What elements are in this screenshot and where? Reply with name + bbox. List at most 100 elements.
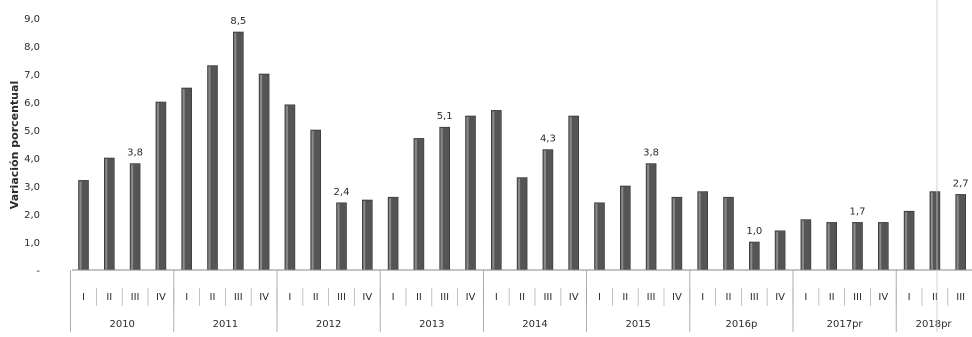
year-label: 2016p	[726, 319, 758, 330]
bar-highlight	[621, 187, 624, 270]
data-label: 5,1	[437, 111, 453, 122]
data-label: 2,7	[953, 178, 969, 189]
y-tick-label: 1,0	[24, 238, 40, 249]
y-tick-label: 5,0	[24, 126, 40, 137]
quarter-label: II	[210, 292, 216, 303]
y-tick-label: 9,0	[24, 14, 40, 25]
quarter-label: IV	[156, 292, 166, 303]
year-label: 2010	[109, 319, 134, 330]
bar-highlight	[182, 89, 185, 270]
data-label: 8,5	[230, 16, 246, 27]
quarter-label: III	[647, 292, 656, 303]
quarter-label: I	[804, 292, 807, 303]
bar-highlight	[569, 117, 572, 270]
quarter-label: IV	[362, 292, 372, 303]
quarter-label: IV	[569, 292, 579, 303]
data-label: 3,8	[127, 148, 143, 159]
data-label: 2,4	[334, 187, 350, 198]
year-label: 2012	[316, 319, 341, 330]
y-tick-label: -	[36, 266, 40, 277]
bar-highlight	[414, 139, 417, 270]
quarter-label: III	[750, 292, 759, 303]
quarter-label: III	[440, 292, 449, 303]
quarter-label: I	[185, 292, 188, 303]
bar-highlight	[492, 111, 495, 271]
quarter-label: III	[131, 292, 140, 303]
y-tick-label: 4,0	[24, 154, 40, 165]
quarter-label: III	[956, 292, 965, 303]
quarter-label: IV	[775, 292, 785, 303]
quarter-label: II	[932, 292, 938, 303]
quarter-label: III	[853, 292, 862, 303]
y-tick-label: 3,0	[24, 182, 40, 193]
quarter-label: III	[543, 292, 552, 303]
year-label: 2011	[213, 319, 238, 330]
quarter-label: III	[337, 292, 346, 303]
bar-highlight	[466, 117, 469, 270]
quarter-label: II	[106, 292, 112, 303]
quarter-label: I	[82, 292, 85, 303]
quarter-label: II	[416, 292, 422, 303]
bar-highlight	[930, 192, 933, 270]
quarter-label: I	[392, 292, 395, 303]
bar-highlight	[131, 164, 134, 270]
bar-highlight	[518, 178, 521, 270]
bar-highlight	[208, 66, 211, 270]
data-label: 1,7	[850, 206, 866, 217]
bar-highlight	[156, 103, 159, 270]
bar-highlight	[672, 198, 675, 270]
bar-highlight	[827, 223, 830, 270]
bar-highlight	[543, 150, 546, 270]
y-tick-label: 6,0	[24, 98, 40, 109]
bar-highlight	[79, 181, 82, 270]
y-tick-label: 8,0	[24, 42, 40, 53]
bar-highlight	[879, 223, 882, 270]
bars	[78, 31, 967, 271]
y-axis-label: Variación porcentual	[8, 81, 21, 209]
quarter-label: II	[313, 292, 319, 303]
quarter-label: IV	[878, 292, 888, 303]
quarter-label: I	[701, 292, 704, 303]
quarter-label: IV	[672, 292, 682, 303]
quarter-label: II	[622, 292, 628, 303]
quarter-label: I	[908, 292, 911, 303]
bar-highlight	[105, 159, 108, 270]
quarter-label: IV	[466, 292, 476, 303]
bar-highlight	[595, 203, 598, 270]
quarter-label: III	[234, 292, 243, 303]
bar-highlight	[234, 33, 237, 270]
quarter-label: II	[519, 292, 525, 303]
bar-highlight	[956, 195, 959, 270]
bar-highlight	[363, 201, 366, 270]
bar-highlight	[389, 198, 392, 270]
year-label: 2014	[522, 319, 547, 330]
bar-highlight	[698, 192, 701, 270]
bar-highlight	[724, 198, 727, 270]
bar-highlight	[311, 131, 314, 270]
data-label: 3,8	[643, 148, 659, 159]
bar-highlight	[905, 212, 908, 270]
data-label: 1,0	[746, 226, 762, 237]
bar-highlight	[337, 203, 340, 270]
quarter-label: II	[726, 292, 732, 303]
quarter-label: I	[288, 292, 291, 303]
year-label: 2015	[625, 319, 650, 330]
year-label: 2017pr	[827, 319, 864, 330]
y-tick-label: 2,0	[24, 210, 40, 221]
quarter-label: IV	[259, 292, 269, 303]
quarter-label: I	[598, 292, 601, 303]
bar-highlight	[285, 105, 288, 270]
bar-highlight	[260, 75, 263, 270]
data-labels: 3,8 8,5 2,4 5,1 4,3 3,8 1,0 1,7 2,7	[127, 16, 969, 237]
y-tick-label: 7,0	[24, 70, 40, 81]
year-label: 2013	[419, 319, 444, 330]
bar-highlight	[776, 231, 779, 270]
quarter-label: I	[495, 292, 498, 303]
quarter-label: II	[829, 292, 835, 303]
bar-highlight	[647, 164, 650, 270]
data-label: 4,3	[540, 134, 556, 145]
bar-highlight	[853, 223, 856, 270]
